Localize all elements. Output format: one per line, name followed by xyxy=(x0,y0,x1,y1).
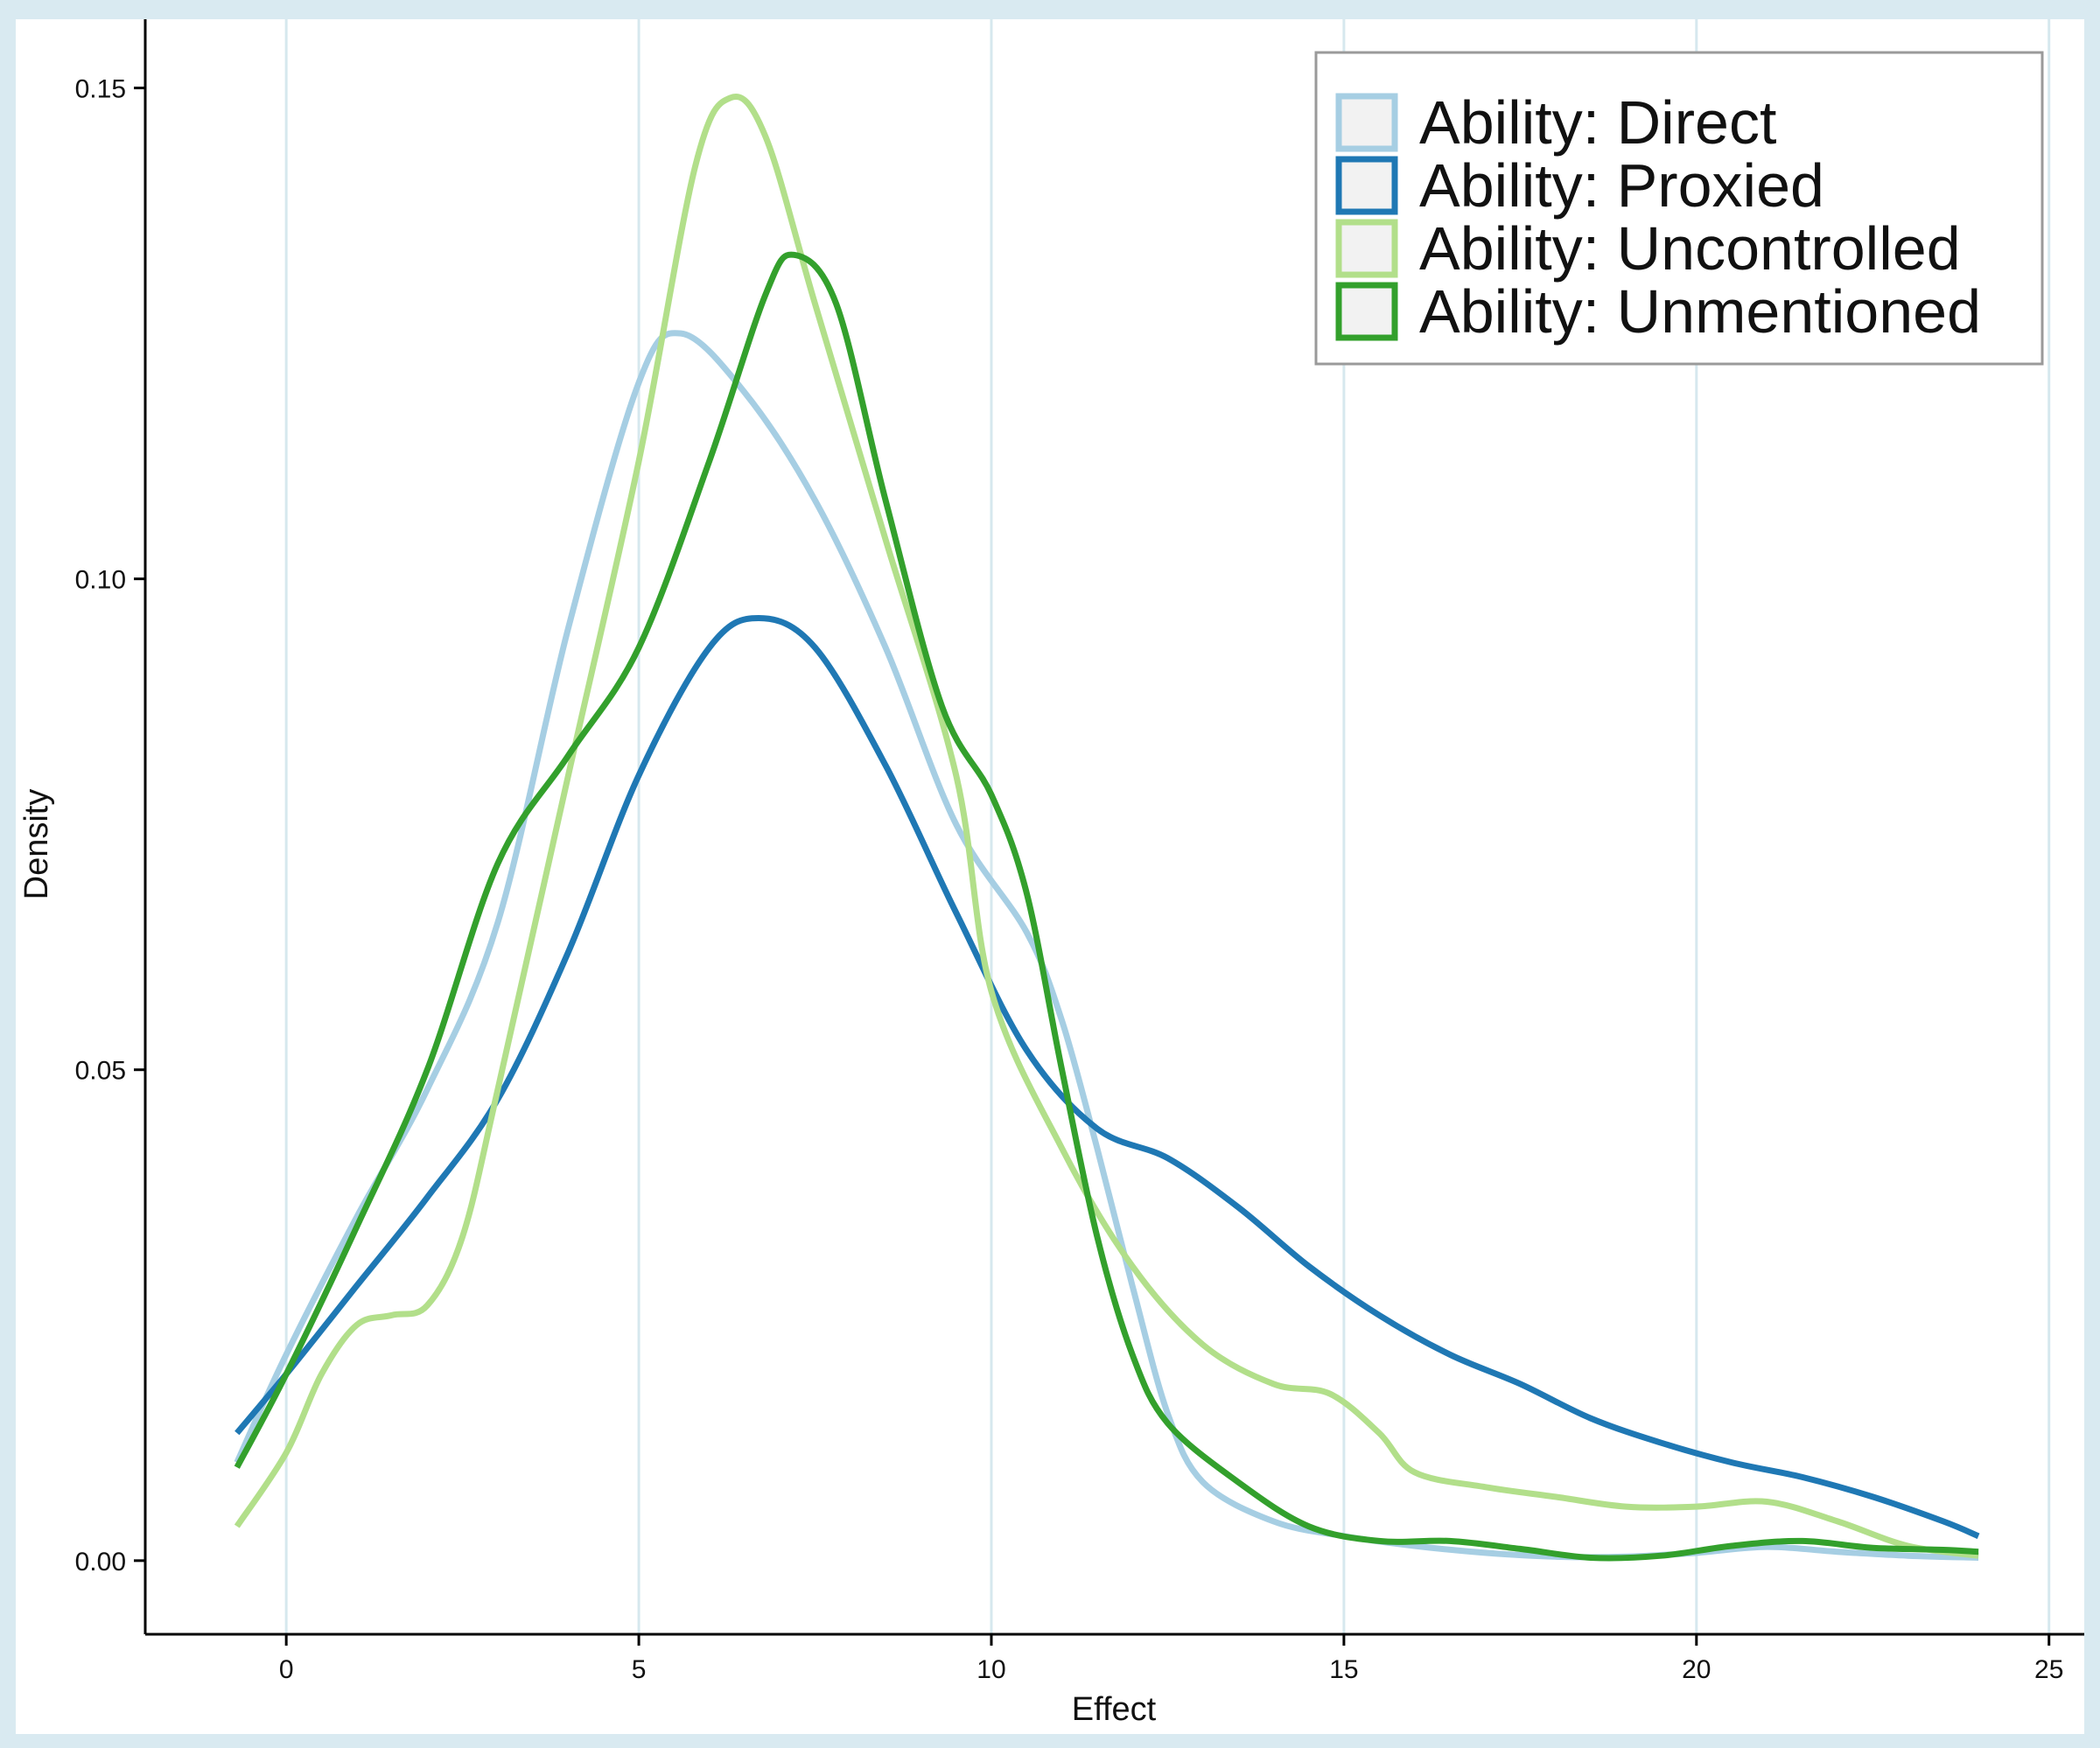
y-tick-label: 0.10 xyxy=(75,566,126,595)
y-tick-label: 0.15 xyxy=(75,75,126,104)
y-axis-title: Density xyxy=(18,789,55,900)
y-ticks: 0.00 0.05 0.10 0.15 xyxy=(75,75,145,1577)
x-tick-label: 10 xyxy=(976,1655,1005,1684)
legend-label-ability-uncontrolled: Ability: Uncontrolled xyxy=(1419,214,1961,283)
legend-label-ability-unmentioned: Ability: Unmentioned xyxy=(1419,277,1981,346)
legend-swatch-ability-uncontrolled xyxy=(1335,219,1398,278)
axes xyxy=(144,19,2084,1636)
legend-swatch-ability-unmentioned xyxy=(1335,282,1398,341)
legend-swatch-ability-proxied xyxy=(1335,156,1398,215)
series-line-ability-uncontrolled xyxy=(234,94,1979,1559)
legend-swatch-ability-direct xyxy=(1335,93,1398,152)
series-line-ability-proxied xyxy=(234,615,1980,1540)
x-tick-label: 25 xyxy=(2034,1655,2063,1684)
x-tick-label: 20 xyxy=(1682,1655,1711,1684)
y-tick-label: 0.00 xyxy=(75,1548,126,1577)
x-ticks: 0 5 10 15 20 25 xyxy=(279,1634,2063,1684)
y-tick-label: 0.05 xyxy=(75,1057,126,1086)
series-line-ability-unmentioned xyxy=(234,251,1979,1562)
legend-label-ability-direct: Ability: Direct xyxy=(1419,88,1776,157)
x-tick-label: 15 xyxy=(1329,1655,1358,1684)
x-tick-label: 0 xyxy=(279,1655,294,1684)
x-axis-title: Effect xyxy=(1072,1691,1157,1728)
series-lines xyxy=(234,94,1980,1562)
legend-box xyxy=(1314,51,2044,366)
legend-label-ability-proxied: Ability: Proxied xyxy=(1419,151,1824,220)
x-tick-label: 5 xyxy=(632,1655,647,1684)
